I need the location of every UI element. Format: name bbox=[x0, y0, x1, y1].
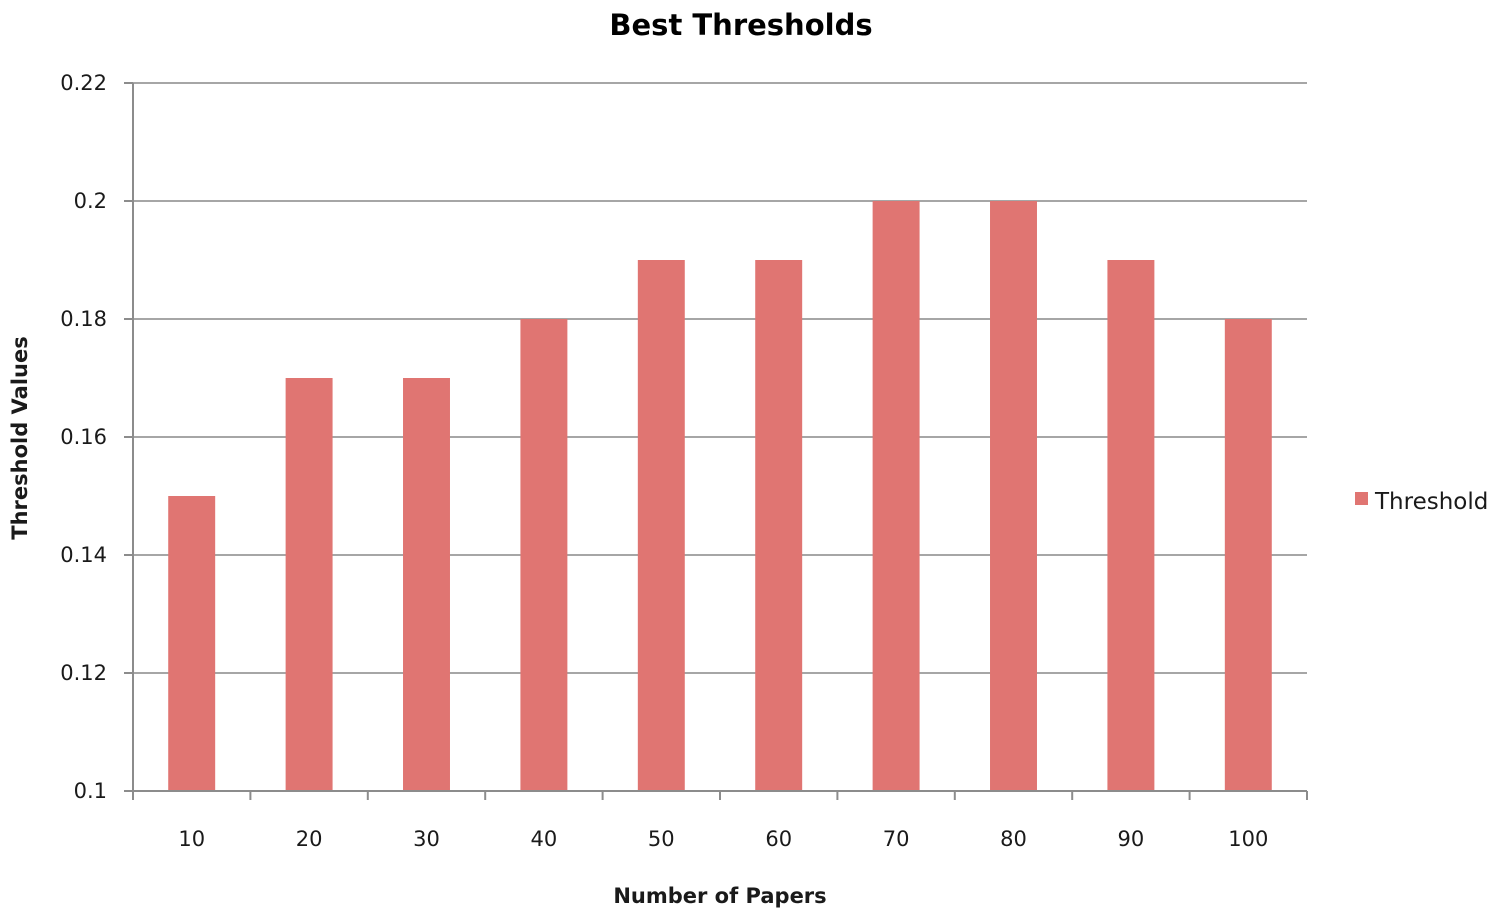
bar bbox=[285, 378, 333, 791]
y-tick-label: 0.18 bbox=[60, 307, 107, 331]
bar bbox=[872, 201, 920, 791]
bar bbox=[1224, 319, 1272, 791]
bar bbox=[755, 260, 803, 791]
x-tick-label: 80 bbox=[1000, 827, 1027, 851]
x-tick-labels: 10 20 30 40 50 60 70 80 90 100 bbox=[178, 827, 1268, 851]
x-tick-label: 90 bbox=[1118, 827, 1145, 851]
x-tick-label: 60 bbox=[765, 827, 792, 851]
x-axis-title: Number of Papers bbox=[613, 884, 826, 908]
bar bbox=[168, 496, 216, 791]
y-tick-labels: 0.1 0.12 0.14 0.16 0.18 0.2 0.22 bbox=[60, 71, 107, 803]
y-tick-label: 0.16 bbox=[60, 425, 107, 449]
bar bbox=[637, 260, 685, 791]
x-tick-label: 100 bbox=[1228, 827, 1268, 851]
legend: Threshold bbox=[1355, 489, 1488, 515]
bars bbox=[168, 201, 1272, 791]
y-tick-label: 0.12 bbox=[60, 661, 107, 685]
x-tick-label: 40 bbox=[531, 827, 558, 851]
y-axis-title: Threshold Values bbox=[8, 336, 32, 539]
legend-swatch bbox=[1355, 492, 1368, 505]
y-tick-label: 0.2 bbox=[74, 189, 107, 213]
bar bbox=[1107, 260, 1155, 791]
y-tick-label: 0.22 bbox=[60, 71, 107, 95]
x-tick-label: 20 bbox=[296, 827, 323, 851]
y-tick-label: 0.1 bbox=[74, 779, 107, 803]
bar bbox=[990, 201, 1037, 791]
bar bbox=[520, 319, 568, 791]
bar bbox=[403, 378, 450, 791]
y-tick-label: 0.14 bbox=[60, 543, 107, 567]
legend-label: Threshold bbox=[1374, 489, 1488, 515]
chart-title: Best Thresholds bbox=[609, 8, 872, 42]
axes bbox=[124, 82, 1308, 800]
x-tick-label: 50 bbox=[648, 827, 675, 851]
x-tick-label: 70 bbox=[883, 827, 910, 851]
x-tick-label: 10 bbox=[178, 827, 205, 851]
x-tick-label: 30 bbox=[413, 827, 440, 851]
